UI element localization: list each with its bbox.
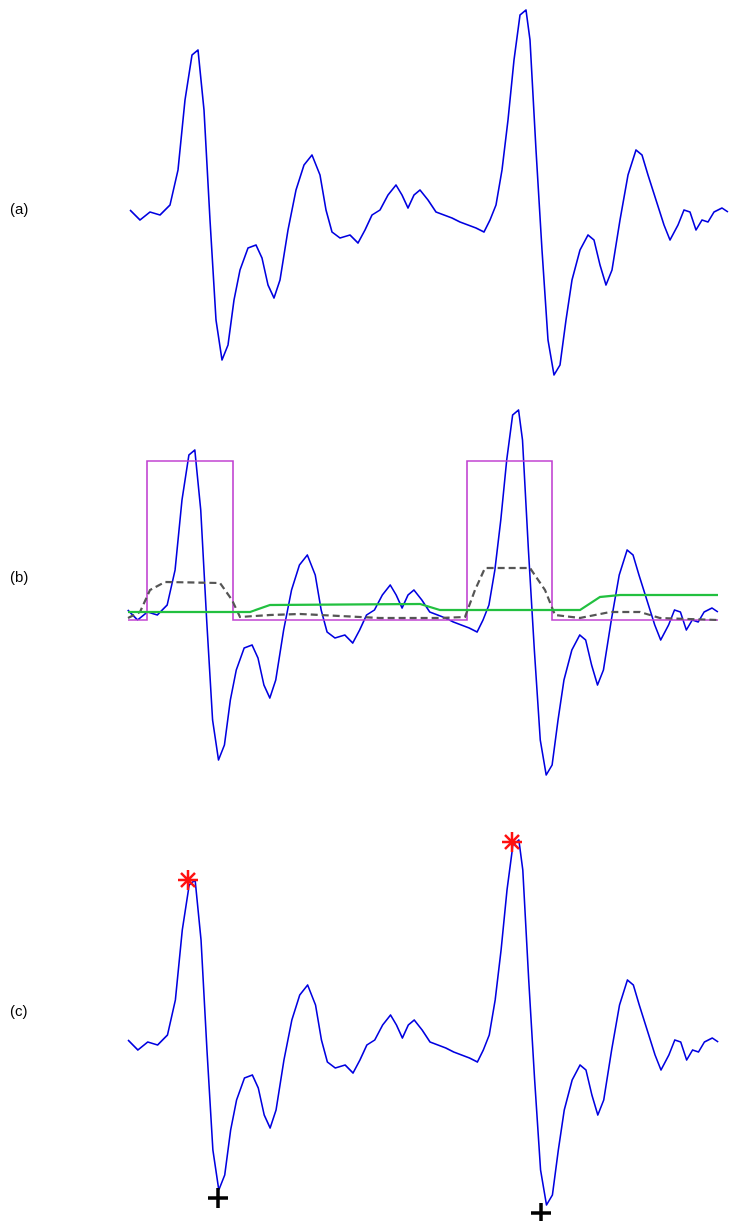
signal-c <box>127 839 720 1206</box>
signal-b <box>126 409 719 776</box>
panel-c <box>127 832 720 1221</box>
window-pulse <box>128 460 718 621</box>
panel-label: (a) <box>10 201 28 218</box>
trough-marker <box>531 1203 551 1221</box>
trough-marker <box>208 1188 228 1208</box>
peak-marker <box>178 870 198 890</box>
signal-a <box>129 9 729 376</box>
envelope <box>127 566 719 622</box>
panel-b <box>126 409 719 776</box>
panel-label: (c) <box>10 1003 28 1020</box>
panel-label: (b) <box>10 569 28 586</box>
peak-marker <box>502 832 522 852</box>
threshold <box>128 593 718 614</box>
